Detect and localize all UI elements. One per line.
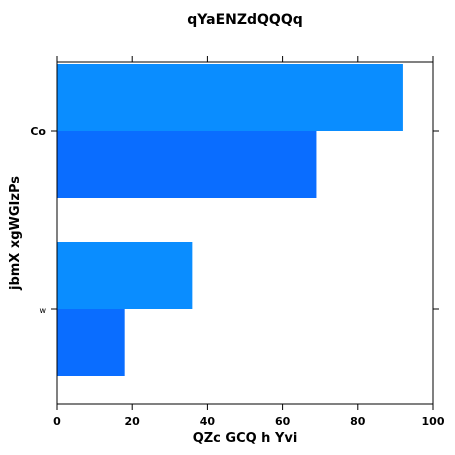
x-axis-title: QZc GCQ h Yvi [193, 431, 298, 446]
x-tick-label-40: 40 [200, 415, 216, 428]
chart-title: qYaENZdQQQq [187, 12, 303, 28]
x-tick-label-0: 0 [53, 415, 61, 428]
y-tick-label-Co: Co [30, 125, 46, 138]
x-tick-label-20: 20 [125, 415, 141, 428]
plot-frame [56, 61, 434, 405]
y-tick-label-w: w [39, 306, 46, 315]
ticks-layer: 0 20 40 60 80 100 Co w [30, 56, 445, 428]
x-tick-label-60: 60 [275, 415, 291, 428]
bar-Co-series-2 [57, 131, 317, 198]
bar-w-series-1 [57, 242, 193, 309]
x-tick-label-100: 100 [422, 415, 445, 428]
bar-Co-series-1 [57, 64, 403, 131]
y-axis-title: jbmX xgWGIzPs [8, 176, 23, 291]
bars-layer [57, 64, 403, 376]
bar-w-series-2 [57, 309, 125, 376]
x-tick-label-80: 80 [350, 415, 366, 428]
